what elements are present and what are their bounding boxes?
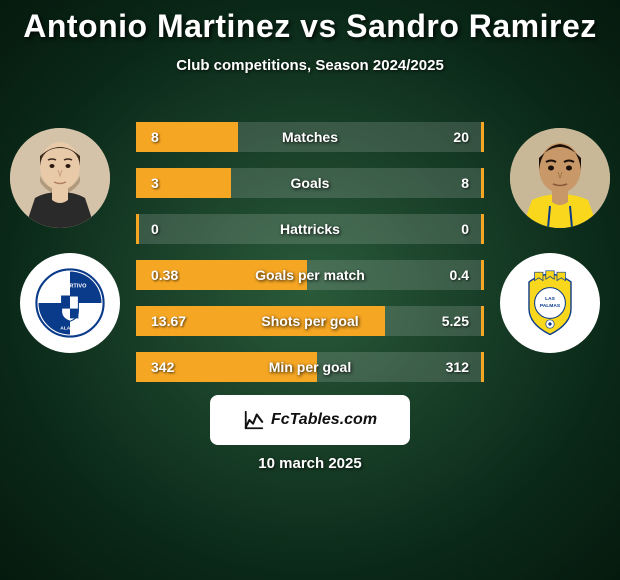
stats-container: 8 Matches 20 3 Goals 8 0 Hattricks 0 0.38 Goals pe… (136, 122, 484, 398)
stat-label: Hattricks (280, 221, 340, 237)
stat-label: Shots per goal (261, 313, 358, 329)
stat-value-left: 342 (151, 359, 174, 375)
stat-value-right: 0.4 (450, 267, 469, 283)
page-title: Antonio Martinez vs Sandro Ramirez (0, 8, 620, 45)
stat-value-right: 312 (446, 359, 469, 375)
date-label: 10 march 2025 (0, 455, 620, 472)
stat-label: Goals (291, 175, 330, 191)
stat-row: 8 Matches 20 (136, 122, 484, 152)
svg-text:PALMAS: PALMAS (540, 303, 561, 309)
player-left-club-badge: DEPORTIVO ALAVES (20, 253, 120, 353)
stat-label: Matches (282, 129, 338, 145)
stat-label: Goals per match (255, 267, 365, 283)
brand-label: FcTables.com (271, 411, 377, 429)
stat-value-left: 13.67 (151, 313, 186, 329)
svg-text:ALAVES: ALAVES (60, 326, 80, 332)
svg-text:LAS: LAS (545, 296, 556, 302)
stat-row: 0.38 Goals per match 0.4 (136, 260, 484, 290)
subtitle: Club competitions, Season 2024/2025 (0, 57, 620, 74)
stat-value-left: 3 (151, 175, 159, 191)
stat-value-right: 8 (461, 175, 469, 191)
stat-label: Min per goal (269, 359, 351, 375)
player-left-avatar (10, 128, 110, 228)
player-right-avatar (510, 128, 610, 228)
stat-value-left: 0.38 (151, 267, 178, 283)
stat-value-left: 8 (151, 129, 159, 145)
stat-row: 13.67 Shots per goal 5.25 (136, 306, 484, 336)
stat-row: 0 Hattricks 0 (136, 214, 484, 244)
chart-icon (243, 409, 265, 431)
stat-value-right: 20 (453, 129, 469, 145)
stat-row: 342 Min per goal 312 (136, 352, 484, 382)
svg-text:DEPORTIVO: DEPORTIVO (54, 284, 88, 290)
stat-value-right: 5.25 (442, 313, 469, 329)
stat-row: 3 Goals 8 (136, 168, 484, 198)
stat-value-right: 0 (461, 221, 469, 237)
player-right-club-badge: LAS PALMAS (500, 253, 600, 353)
stat-value-left: 0 (151, 221, 159, 237)
brand-badge[interactable]: FcTables.com (210, 395, 410, 445)
